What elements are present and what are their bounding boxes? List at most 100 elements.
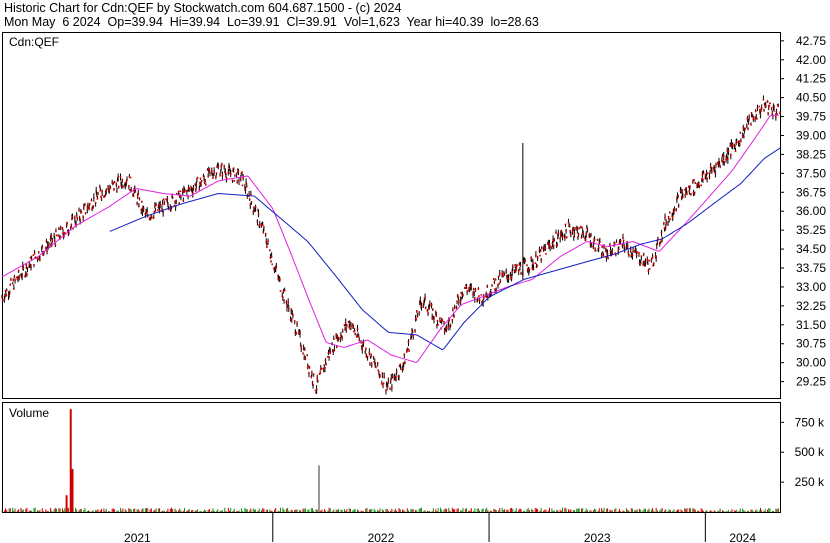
close-point [310,376,313,378]
close-point [182,199,185,202]
close-point [69,226,72,228]
close-point [132,193,134,196]
price-tick-label: 41.25 [796,72,826,86]
long-moving-average-line [109,147,781,351]
close-point [503,273,506,275]
close-point [241,184,244,187]
close-point [459,300,462,302]
close-point [543,246,545,249]
close-point [181,191,184,193]
close-point [12,279,15,281]
close-point [178,202,180,205]
close-point [120,182,122,184]
close-point [461,296,463,299]
close-point [651,256,654,259]
close-point [170,208,172,211]
close-point [536,264,538,266]
close-point [708,176,711,178]
close-point [456,294,459,297]
close-point [468,288,471,291]
close-point [112,181,115,184]
short-moving-average-line [1,114,779,364]
close-point [4,289,7,292]
close-point [128,185,130,187]
close-point [375,366,377,369]
close-point [381,373,384,375]
close-point [335,334,337,336]
close-point [94,201,97,204]
close-point [702,178,704,181]
close-point [186,190,189,192]
close-point [158,209,161,212]
close-point [68,232,70,234]
close-point [465,284,467,286]
close-point [319,372,321,375]
close-point [702,172,705,175]
close-point [581,226,583,229]
close-point [51,239,54,242]
close-point [141,200,143,203]
close-point [596,239,599,241]
year-label: 2023 [584,531,611,543]
close-point [152,216,155,219]
close-point [470,286,473,288]
close-point [198,188,201,191]
close-point [109,186,112,189]
close-point [447,325,449,328]
close-point [436,324,438,327]
close-point [536,256,539,259]
year-label: 2021 [124,531,151,543]
close-point [273,269,276,272]
close-point [571,230,574,233]
close-point [345,327,348,330]
close-point [382,384,384,386]
close-point [154,210,157,212]
close-point [155,204,157,206]
close-point [61,227,64,229]
close-point [706,178,708,180]
close-point [96,195,98,197]
close-point [349,328,352,331]
close-point [576,228,579,230]
close-point [395,378,397,381]
close-point [667,215,670,218]
close-point [634,251,636,253]
close-point [599,241,601,243]
close-point [74,217,76,220]
close-point [517,269,520,272]
close-point [507,278,510,280]
volume-panel [2,402,781,513]
close-point [569,230,572,232]
close-point [333,338,335,340]
close-point [701,173,704,176]
close-point [743,136,745,138]
close-point [353,329,356,332]
close-point [339,337,342,339]
close-point [174,200,176,203]
close-point [260,223,263,225]
close-point [322,370,325,373]
close-point [277,274,279,277]
close-point [65,224,68,227]
close-point [548,244,550,247]
close-point [663,222,665,224]
close-point [128,176,131,178]
close-point [223,165,226,168]
close-point [350,325,352,328]
close-point [511,266,514,269]
close-point [79,219,82,222]
close-point [752,118,755,121]
close-point [418,312,420,314]
close-point [410,337,412,340]
close-point [32,254,35,256]
close-point [456,300,458,302]
close-point [30,266,32,269]
close-point [506,274,508,277]
close-point [718,161,720,164]
close-point [142,207,145,210]
close-point [33,252,36,255]
close-point [344,328,346,330]
close-point [124,185,127,188]
close-point [469,285,471,287]
close-point [240,172,243,175]
